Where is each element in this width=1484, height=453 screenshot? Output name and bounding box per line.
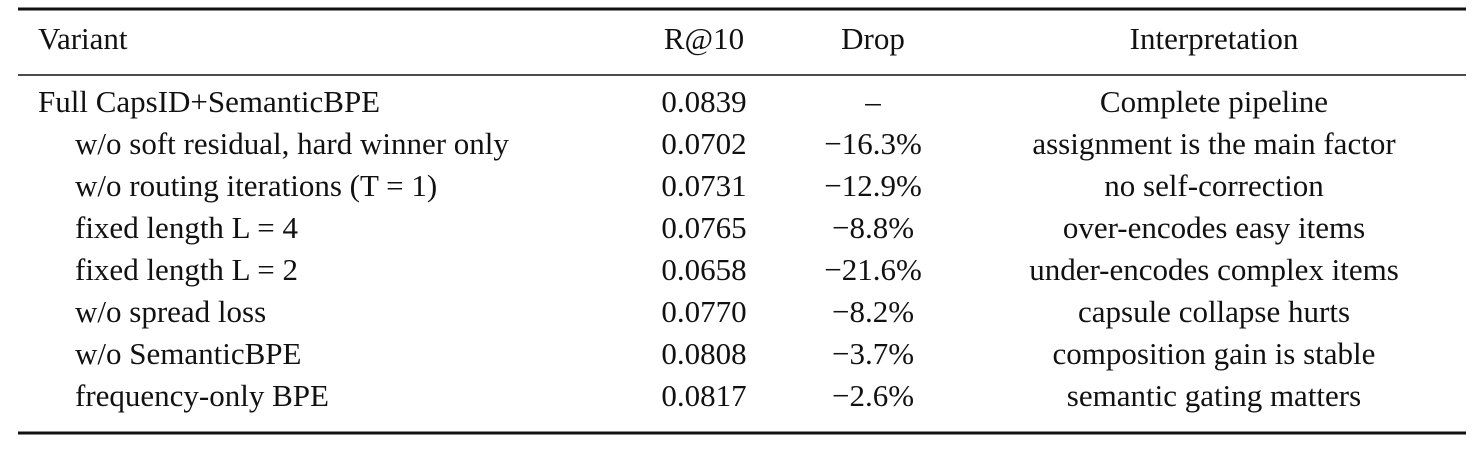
table-cell: 0.0770 [661,294,746,329]
table-cell: capsule collapse hurts [1078,294,1350,329]
table-cell: 0.0731 [661,168,746,203]
column-header: Variant [38,21,128,56]
table-cell: fixed length L = 4 [75,210,298,245]
table-cell: w/o spread loss [75,294,266,329]
table-cell: 0.0808 [661,336,746,371]
table-cell: −16.3% [824,126,922,161]
table-cell: −21.6% [824,252,922,287]
column-header: Interpretation [1130,21,1299,56]
table-cell: – [864,84,881,119]
table-cell: frequency-only BPE [75,378,329,413]
table-cell: under-encodes complex items [1029,252,1399,287]
table-cell: w/o routing iterations (T = 1) [75,168,437,203]
table-cell: over-encodes easy items [1063,210,1365,245]
table-cell: Complete pipeline [1100,84,1328,119]
table-cell: −8.8% [832,210,914,245]
table-cell: −12.9% [824,168,922,203]
table-cell: fixed length L = 2 [75,252,298,287]
table-cell: composition gain is stable [1053,336,1376,371]
table-cell: assignment is the main factor [1032,126,1396,161]
table-cell: semantic gating matters [1067,378,1361,413]
table-cell: 0.0658 [661,252,746,287]
column-header: Drop [841,21,905,56]
column-header: R@10 [664,21,744,56]
table-cell: no self-correction [1104,168,1324,203]
table-cell: 0.0765 [661,210,746,245]
table-cell: −8.2% [832,294,914,329]
table-cell: 0.0839 [661,84,746,119]
table-cell: w/o soft residual, hard winner only [75,126,509,161]
table-cell: w/o SemanticBPE [75,336,301,371]
table-cell: 0.0817 [661,378,746,413]
table-cell: Full CapsID+SemanticBPE [38,84,380,119]
table-cell: −3.7% [832,336,914,371]
table-cell: −2.6% [832,378,914,413]
table-cell: 0.0702 [661,126,746,161]
